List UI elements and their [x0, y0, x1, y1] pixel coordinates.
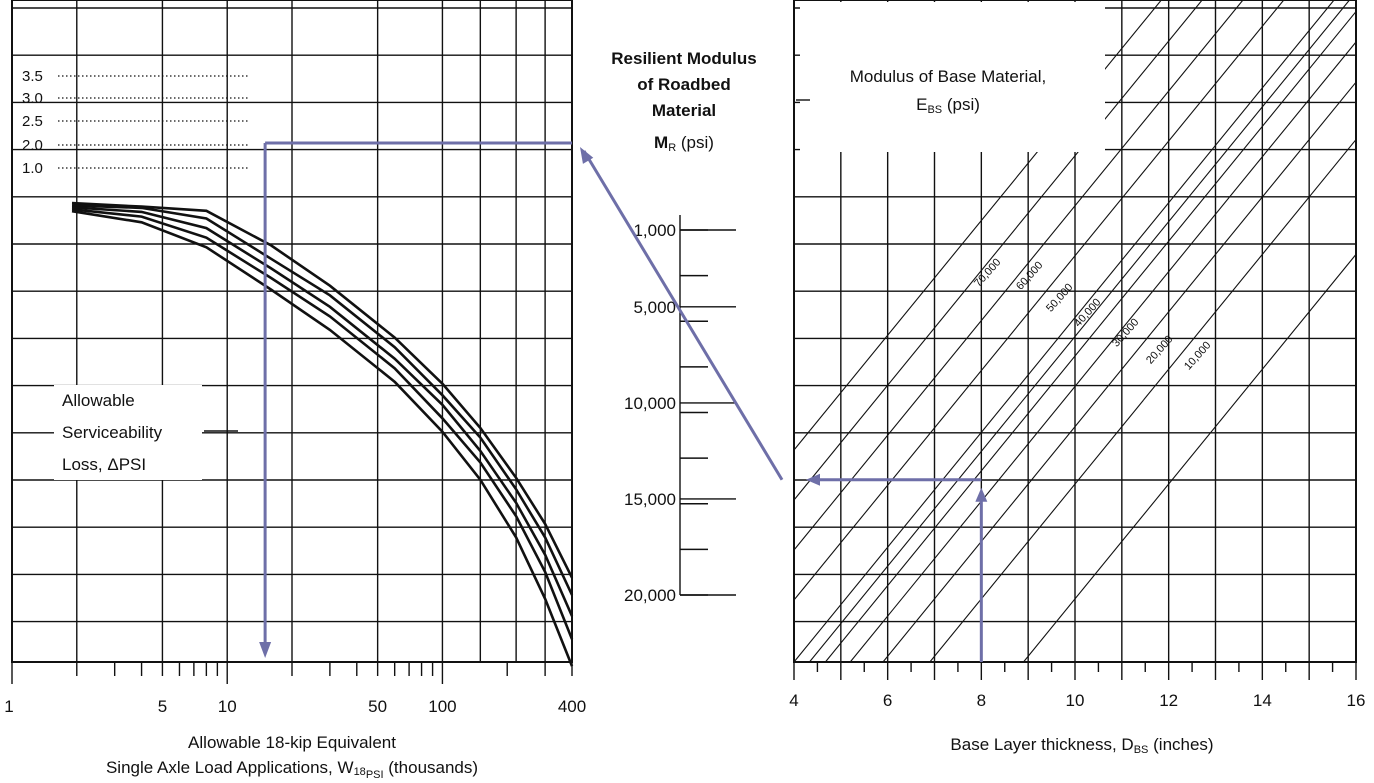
right-legend-title-sub: BS: [927, 104, 942, 116]
left-x-axis-title-sub: 18: [354, 766, 366, 778]
base-modulus-line-20,000: [929, 139, 1357, 663]
right-x-axis-ticks: [793, 662, 1357, 680]
annotation-line-2: Serviceability: [62, 423, 163, 442]
serviceability-label-2.5: 2.5: [22, 113, 43, 130]
right-legend-background: [800, 2, 1105, 152]
scale-tick-label-10,000: 10,000: [624, 394, 676, 413]
example-solution-path: [259, 141, 988, 662]
path-arrowhead-diagonal: [580, 147, 594, 164]
left-chart-gridlines: [12, 0, 572, 662]
left-x-tick-label-50: 50: [368, 697, 387, 716]
right-legend-title-tail: (psi): [942, 95, 980, 114]
serviceability-label-1.0: 1.0: [22, 160, 43, 177]
serviceability-curve-3.5: [71, 201, 574, 579]
right-x-tick-label-8: 8: [977, 691, 986, 710]
scale-title-line-2: of Roadbed: [637, 75, 731, 94]
left-curve-label-leaders: [58, 75, 250, 169]
right-x-tick-label-14: 14: [1253, 691, 1272, 710]
base-modulus-line-extra-2: [793, 0, 1203, 501]
left-x-axis-title-line-2: Single Axle Load Applications, W18PSI (t…: [106, 758, 478, 781]
right-x-axis-title: Base Layer thickness, DBS (inches): [950, 735, 1213, 756]
right-x-axis-title-main: Base Layer thickness, D: [950, 735, 1133, 754]
annotation-line-3: Loss, ΔPSI: [62, 455, 146, 474]
base-modulus-label-30,000: 30,000: [1110, 316, 1141, 349]
scale-tick-label-15,000: 15,000: [624, 490, 676, 509]
path-arrowhead-left: [806, 473, 820, 486]
serviceability-curve-1.0: [71, 209, 574, 667]
scale-ticks: [680, 229, 736, 596]
base-modulus-line-extra-0: [793, 0, 1285, 601]
base-modulus-line-50,000: [824, 11, 1357, 663]
right-x-tick-label-10: 10: [1066, 691, 1085, 710]
serviceability-curve-3.0: [71, 204, 574, 596]
left-x-axis-title-tail: (thousands): [384, 758, 479, 777]
right-legend-title-line-1: Modulus of Base Material,: [850, 67, 1047, 86]
right-chart-panel: Modulus of Base Material, EBS (psi) 70,0…: [789, 0, 1365, 756]
scale-unit-sub: R: [668, 142, 676, 154]
right-x-axis-title-sub: BS: [1134, 744, 1149, 756]
right-x-tick-label-12: 12: [1159, 691, 1178, 710]
base-modulus-label-10,000: 10,000: [1182, 339, 1213, 372]
left-x-tick-label-1: 1: [4, 697, 13, 716]
serviceability-curve-2.5: [71, 206, 574, 617]
right-x-tick-label-4: 4: [789, 691, 798, 710]
serviceability-label-3.0: 3.0: [22, 90, 43, 107]
base-modulus-line-30,000: [882, 81, 1357, 663]
left-x-axis-title-subsub: PSI: [366, 769, 384, 781]
scale-tick-label-1,000: 1,000: [633, 221, 676, 240]
base-modulus-line-40,000: [849, 41, 1357, 663]
serviceability-label-2.0: 2.0: [22, 137, 43, 154]
scale-tick-labels: 1,000 5,000 10,000 15,000 20,000: [624, 221, 676, 605]
left-x-axis-ticks: [11, 662, 573, 684]
left-x-axis-tick-labels: 1 5 10 50 100 400: [4, 697, 586, 716]
serviceability-curve-2.0: [71, 208, 574, 640]
serviceability-label-3.5: 3.5: [22, 68, 43, 85]
right-x-tick-label-6: 6: [883, 691, 892, 710]
base-modulus-label-50,000: 50,000: [1044, 281, 1075, 314]
scale-tick-label-5,000: 5,000: [633, 298, 676, 317]
path-segment-turning-line: [582, 150, 784, 481]
left-x-tick-label-400: 400: [558, 697, 586, 716]
left-x-tick-label-10: 10: [218, 697, 237, 716]
scale-title-line-1: Resilient Modulus: [611, 49, 756, 68]
right-x-axis-title-tail: (inches): [1148, 735, 1213, 754]
serviceability-loss-labels: 3.5 3.0 2.5 2.0 1.0: [22, 68, 43, 177]
right-legend-title-line-2: EBS (psi): [916, 95, 980, 116]
scale-unit-main: M: [654, 133, 668, 152]
base-modulus-label-60,000: 60,000: [1014, 259, 1045, 292]
right-x-axis-tick-labels: 4 6 8 10 12 14 16: [789, 691, 1365, 710]
base-modulus-line-extra-1: [793, 0, 1244, 551]
scale-unit: MR (psi): [654, 133, 714, 154]
base-modulus-line-70,000: [793, 0, 1335, 663]
roadbed-modulus-scale: Resilient Modulus of Roadbed Material MR…: [611, 49, 756, 605]
left-x-axis-title-line-1: Allowable 18-kip Equivalent: [188, 733, 396, 752]
left-x-axis-title-main: Single Axle Load Applications, W: [106, 758, 354, 777]
path-arrowhead-up: [975, 487, 988, 502]
scale-tick-label-20,000: 20,000: [624, 586, 676, 605]
scale-title-line-3: Material: [652, 101, 716, 120]
left-x-tick-label-100: 100: [428, 697, 456, 716]
right-x-tick-label-16: 16: [1347, 691, 1366, 710]
serviceability-loss-curves: [71, 201, 574, 667]
scale-unit-tail: (psi): [676, 133, 714, 152]
base-modulus-line-60,000: [809, 0, 1350, 663]
annotation-line-1: Allowable: [62, 391, 135, 410]
right-legend-title-main: E: [916, 95, 927, 114]
left-x-tick-label-5: 5: [158, 697, 167, 716]
left-chart-panel: 3.5 3.0 2.5 2.0 1.0 1 5 10 50 100 400 Allowable S…: [4, 0, 586, 781]
path-arrowhead-down: [259, 642, 272, 658]
base-modulus-line-10,000: [1023, 254, 1357, 663]
annotation-background: [54, 385, 202, 480]
base-modulus-label-70,000: 70,000: [972, 256, 1003, 289]
